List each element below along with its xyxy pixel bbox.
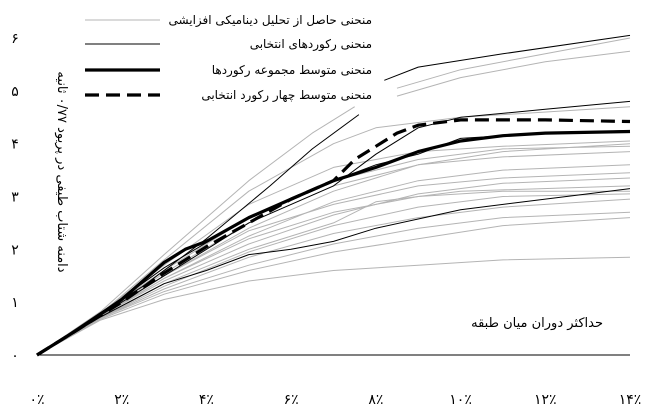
y-axis-label: دامنه شتاب طیفی در پریود ۰/۷۷ ثانیه: [54, 71, 69, 272]
legend-label-2: منحنی رکوردهای انتخابی: [250, 37, 372, 52]
x-tick-label: ۶٪: [284, 392, 299, 408]
series-1-curve-14: [36, 106, 355, 356]
y-tick-labels: ۰ ۱ ۲ ۳ ۴ ۵ ۶: [11, 31, 19, 364]
series-1-curve-9: [36, 256, 631, 356]
x-tick-label: ۱۰٪: [449, 392, 472, 408]
series-layer: [36, 34, 631, 357]
legend: منحنی حاصل از تحلیل دینامیکی افزایشی منحن…: [85, 13, 372, 103]
y-tick-label: ۲: [11, 242, 19, 258]
x-tick-label: ۱۲٪: [534, 392, 557, 408]
series-1-curve-7: [36, 211, 631, 356]
x-tick-label: ۱۴٪: [619, 392, 642, 408]
y-tick-label: ۰: [11, 348, 19, 364]
series-1-curve-17: [36, 185, 631, 356]
x-axis-label: حداکثر دوران میان طبقه: [471, 316, 603, 331]
x-tick-label: ۰٪: [29, 392, 44, 408]
x-tick-labels: ۰٪ ۲٪ ۴٪ ۶٪ ۸٪ ۱۰٪ ۱۲٪ ۱۴٪: [29, 392, 641, 408]
y-tick-label: ۱: [11, 295, 19, 311]
x-tick-label: ۸٪: [368, 392, 383, 408]
y-tick-label: ۴: [11, 137, 19, 153]
series-1: [36, 37, 631, 356]
y-tick-label: ۵: [11, 84, 19, 100]
series-4: [36, 118, 631, 357]
y-tick-label: ۶: [11, 31, 19, 47]
y-tick-label: ۳: [11, 190, 19, 206]
series-4-curve-1: [36, 118, 631, 357]
legend-label-1: منحنی حاصل از تحلیل دینامیکی افزایشی: [169, 13, 372, 28]
series-2-curve-2: [384, 34, 631, 81]
series-2-curve-1: [36, 114, 360, 356]
series-1-curve-15: [396, 37, 631, 89]
series-1-curve-8: [36, 217, 631, 356]
legend-label-3: منحنی متوسط مجموعه رکوردها: [212, 63, 372, 78]
x-tick-label: ۴٪: [199, 392, 214, 408]
x-tick-label: ۲٪: [114, 392, 129, 408]
legend-label-4: منحنی متوسط چهار رکورد انتخابی: [201, 88, 372, 103]
series-1-curve-16: [396, 50, 631, 97]
series-2-curve-4: [36, 188, 631, 356]
